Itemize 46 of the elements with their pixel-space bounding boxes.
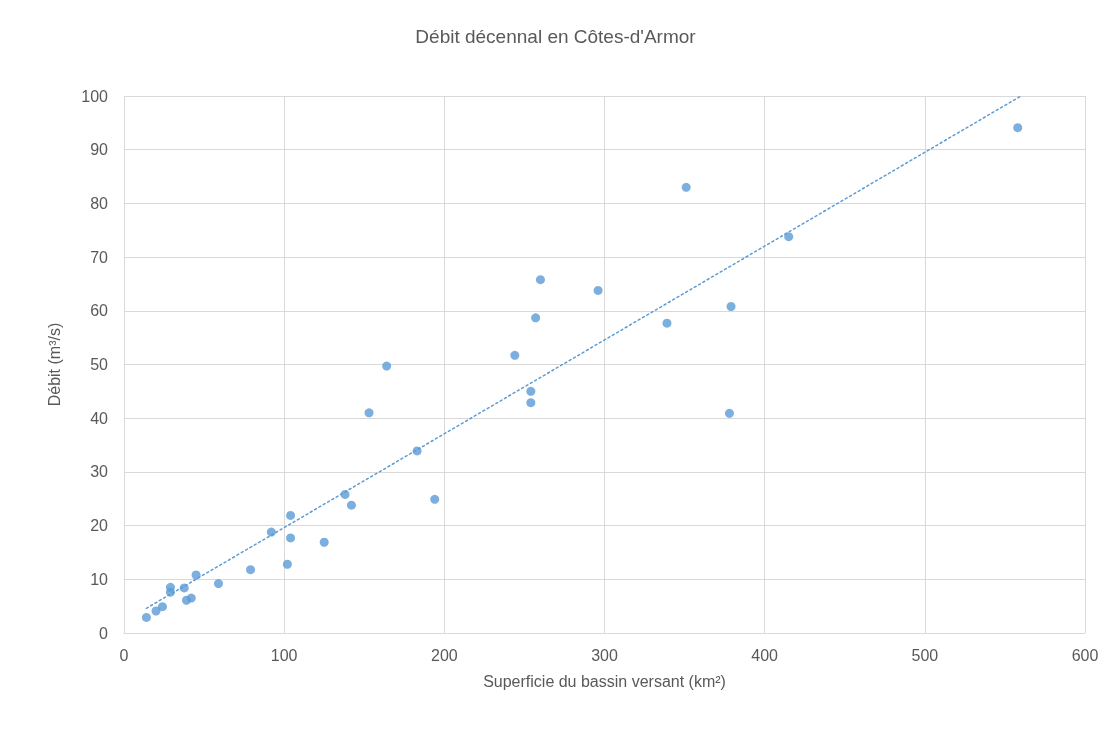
point xyxy=(510,350,520,360)
point xyxy=(593,285,603,295)
y-tick-label: 30 xyxy=(90,463,109,481)
point xyxy=(157,602,167,612)
point xyxy=(186,593,196,603)
point xyxy=(430,494,440,504)
point xyxy=(214,579,223,589)
x-tick-label: 400 xyxy=(751,646,779,664)
point xyxy=(726,302,736,311)
point xyxy=(526,398,536,408)
point xyxy=(382,361,392,371)
point xyxy=(286,510,296,520)
point xyxy=(282,559,292,569)
point xyxy=(724,408,734,418)
point xyxy=(246,565,256,575)
point xyxy=(1013,123,1023,133)
point xyxy=(364,408,374,418)
point xyxy=(681,182,691,192)
x-axis-title: Superficie du bassin versant (km²) xyxy=(483,672,726,690)
x-tick-label: 300 xyxy=(591,646,618,664)
x-tick-label: 200 xyxy=(430,646,458,664)
y-tick-label: 100 xyxy=(81,87,109,105)
y-tick-label: 90 xyxy=(90,141,109,159)
point xyxy=(662,318,672,328)
x-tick-label: 100 xyxy=(270,646,298,664)
x-tick-label: 500 xyxy=(911,646,939,664)
y-tick-label: 80 xyxy=(90,194,109,212)
chart-title: Débit décennal en Côtes-d'Armor xyxy=(415,26,697,47)
x-tick-label: 600 xyxy=(1071,646,1099,664)
y-tick-label: 40 xyxy=(90,409,109,427)
point xyxy=(531,313,541,323)
y-tick-label: 20 xyxy=(90,517,109,535)
y-axis-title: Débit (m³/s) xyxy=(45,322,63,407)
point xyxy=(286,533,296,543)
point xyxy=(346,500,356,510)
point xyxy=(535,275,545,285)
point xyxy=(784,232,794,242)
point xyxy=(319,537,329,547)
y-tick-label: 0 xyxy=(99,624,109,642)
point xyxy=(141,612,151,622)
y-tick-label: 70 xyxy=(90,248,109,266)
y-tick-label: 10 xyxy=(90,570,109,588)
x-tick-label: 0 xyxy=(119,646,129,664)
y-tick-label: 60 xyxy=(90,302,109,320)
y-tick-label: 50 xyxy=(90,356,109,373)
point xyxy=(526,386,536,396)
